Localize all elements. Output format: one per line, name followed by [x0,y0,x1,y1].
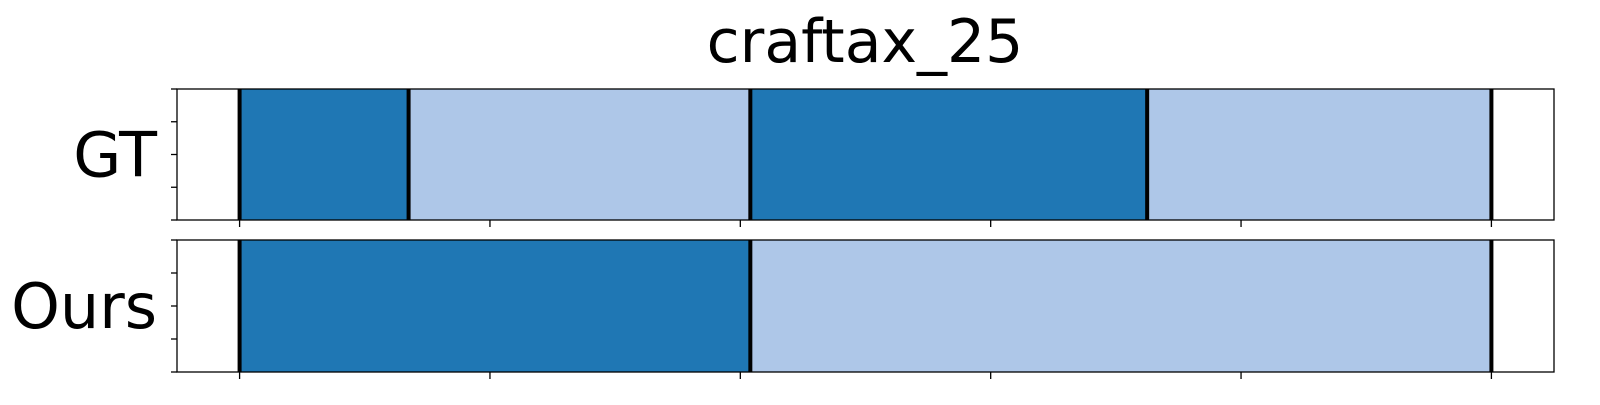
segment-gt-3 [1147,89,1492,220]
row-label-gt: GT [73,119,158,192]
segment-gt-1 [408,89,751,220]
segment-gt-2 [750,89,1148,220]
chart-title: craftax_25 [707,7,1024,77]
segment-gt-0 [239,89,409,220]
segment-ours-1 [750,240,1492,372]
row-label-ours: Ours [11,270,157,343]
segment-ours-0 [239,240,751,372]
